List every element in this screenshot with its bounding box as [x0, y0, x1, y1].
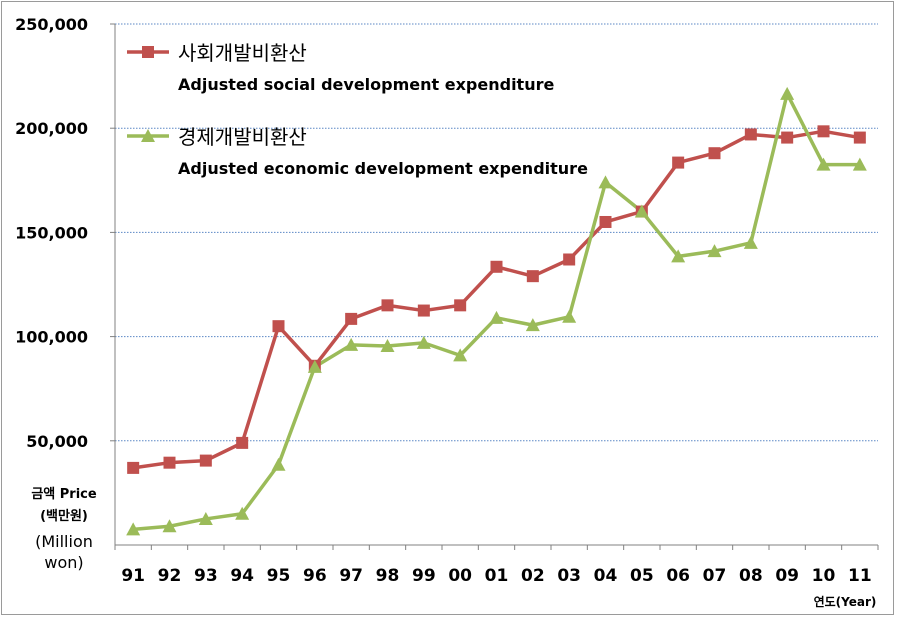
data-point-1	[454, 299, 467, 312]
x-tick-label: 08	[739, 566, 763, 586]
x-tick-label: 03	[557, 566, 581, 586]
y-tick-label: 250,000	[15, 15, 88, 34]
x-tick-label: 02	[521, 566, 545, 586]
series-lines	[126, 86, 867, 536]
data-point-2	[634, 204, 649, 218]
data-point-2	[852, 157, 867, 171]
data-point-2	[198, 511, 213, 525]
x-tick-label: 92	[158, 566, 182, 586]
data-point-2	[489, 310, 504, 324]
y-tick-label: 200,000	[15, 119, 88, 138]
x-tick-label: 95	[267, 566, 291, 586]
x-axis-label: 연도(Year)	[814, 594, 877, 609]
data-point-2	[562, 309, 577, 323]
y-axis-label-line-1: 금액 Price	[31, 487, 97, 502]
axes	[110, 23, 879, 550]
data-point-2	[416, 335, 431, 349]
data-point-2	[235, 506, 250, 520]
x-tick-label: 07	[703, 566, 727, 586]
data-point-1	[781, 131, 794, 144]
x-tick-label: 01	[485, 566, 509, 586]
data-point-2	[816, 157, 831, 171]
x-tick-label: 98	[376, 566, 400, 586]
data-point-2	[126, 522, 141, 536]
x-tick-label: 93	[194, 566, 218, 586]
y-axis-label: 금액 Price (백만원) (Million won)	[14, 487, 114, 573]
y-tick-label: 150,000	[15, 223, 88, 242]
x-tick-label: 04	[594, 566, 618, 586]
data-point-2	[162, 519, 177, 533]
legend-label: 사회개발비환산	[178, 41, 307, 65]
data-point-1	[708, 147, 721, 160]
data-point-1	[526, 270, 539, 283]
legend-label: 경제개발비환산	[178, 125, 307, 149]
data-point-1	[599, 215, 612, 228]
legend-swatch-marker	[141, 129, 155, 142]
y-tick-label: 50,000	[26, 432, 88, 451]
legend-sublabel: Adjusted economic development expenditur…	[178, 159, 588, 178]
legend-sublabel: Adjusted social development expenditure	[178, 75, 554, 94]
data-point-2	[743, 235, 758, 249]
data-point-1	[853, 131, 866, 144]
data-point-1	[272, 320, 285, 333]
data-point-1	[127, 461, 140, 474]
x-tick-label: 05	[630, 566, 654, 586]
x-tick-label: 96	[303, 566, 327, 586]
data-point-1	[381, 299, 394, 312]
data-point-2	[271, 457, 286, 471]
x-tick-label: 99	[412, 566, 436, 586]
data-point-1	[490, 260, 503, 273]
y-tick-label: 100,000	[15, 328, 88, 347]
data-point-2	[707, 244, 722, 258]
data-point-1	[672, 156, 685, 169]
data-point-2	[598, 175, 613, 189]
x-tick-label: 11	[848, 566, 872, 586]
y-axis-label-line-2: (백만원)	[40, 509, 88, 525]
data-point-2	[453, 348, 468, 362]
data-point-1	[345, 312, 358, 325]
data-point-2	[671, 249, 686, 263]
legend-swatch-marker	[142, 46, 154, 58]
x-tick-label: 94	[230, 566, 254, 586]
y-axis-label-line-3: (Million	[35, 531, 93, 551]
x-tick-label: 06	[666, 566, 690, 586]
x-tick-label: 09	[775, 566, 799, 586]
legend: 사회개발비환산 Adjusted social development expen…	[127, 41, 588, 178]
x-tick-label: 10	[812, 566, 836, 586]
data-point-1	[199, 454, 212, 467]
series-line-1	[132, 129, 861, 470]
y-tick-labels: 50,000 100,000 150,000 200,000 250,000	[15, 15, 88, 451]
data-point-1	[817, 125, 830, 138]
x-tick-label: 91	[121, 566, 145, 586]
data-point-2	[344, 337, 359, 351]
data-point-2	[525, 318, 540, 332]
data-point-1	[163, 456, 176, 469]
data-point-2	[380, 338, 395, 352]
x-tick-label: 00	[448, 566, 472, 586]
data-point-2	[780, 86, 795, 100]
data-point-1	[744, 128, 757, 141]
data-point-1	[236, 436, 249, 449]
x-tick-label: 97	[339, 566, 363, 586]
data-point-1	[563, 253, 576, 266]
x-tick-labels: 91 92 93 94 95 96 97 98 99 00 01 02 03 04 05 06 07 08 09 10…	[121, 566, 871, 586]
y-axis-label-line-4: won)	[44, 553, 84, 573]
data-point-1	[417, 304, 430, 317]
data-point-2	[307, 359, 322, 373]
